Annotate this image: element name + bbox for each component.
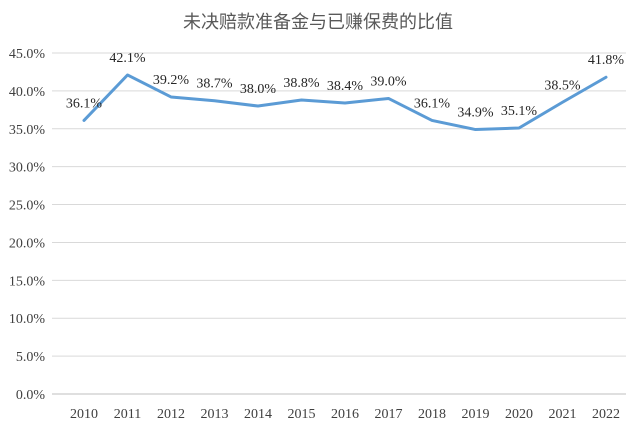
x-tick-label: 2013 (201, 407, 229, 422)
data-label: 35.1% (501, 104, 538, 119)
gridlines (52, 52, 626, 395)
x-tick-label: 2022 (592, 407, 620, 422)
chart-title: 未决赔款准备金与已赚保费的比值 (183, 12, 453, 32)
data-label: 34.9% (457, 106, 494, 121)
x-tick-label: 2014 (244, 407, 272, 422)
y-tick-label: 40.0% (9, 85, 46, 100)
data-labels: 36.1% 42.1% 39.2% 38.7% 38.0% 38.8% 38.4% 39.0%… (66, 51, 625, 121)
x-tick-label: 2017 (375, 407, 403, 422)
y-tick-label: 0.0% (16, 388, 46, 403)
data-label: 38.7% (196, 77, 233, 92)
data-label: 36.1% (414, 96, 451, 111)
data-label: 42.1% (109, 51, 146, 66)
data-label: 41.8% (588, 53, 625, 68)
y-tick-label: 35.0% (9, 123, 46, 138)
x-tick-label: 2015 (288, 407, 316, 422)
data-label: 38.0% (240, 82, 277, 97)
y-tick-label: 30.0% (9, 161, 46, 176)
data-label: 38.4% (327, 79, 364, 94)
data-label: 38.5% (544, 78, 581, 93)
x-tick-label: 2010 (70, 407, 98, 422)
y-tick-label: 15.0% (9, 274, 46, 289)
data-label: 36.1% (66, 96, 103, 111)
data-label: 39.0% (370, 74, 407, 89)
x-tick-label: 2018 (418, 407, 446, 422)
x-tick-label: 2020 (505, 407, 533, 422)
y-tick-label: 5.0% (16, 350, 46, 365)
series-line (82, 73, 608, 132)
data-label: 38.8% (283, 76, 320, 91)
x-tick-label: 2021 (549, 407, 577, 422)
y-tick-label: 20.0% (9, 236, 46, 251)
y-tick-label: 10.0% (9, 312, 46, 327)
x-tick-label: 2016 (331, 407, 359, 422)
x-tick-label: 2011 (114, 407, 141, 422)
x-tick-label: 2012 (157, 407, 185, 422)
y-tick-label: 25.0% (9, 199, 46, 214)
y-axis: 0.0% 5.0% 10.0% 15.0% 20.0% 25.0% 30.0% 35.0% 40… (9, 47, 46, 403)
x-tick-label: 2019 (462, 407, 490, 422)
y-tick-label: 45.0% (9, 47, 46, 62)
data-label: 39.2% (153, 73, 190, 88)
x-axis: 2010 2011 2012 2013 2014 2015 2016 2017 2018 2019… (70, 407, 620, 422)
